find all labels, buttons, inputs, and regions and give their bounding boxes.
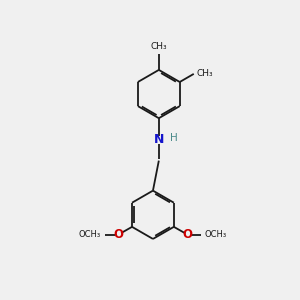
Text: H: H [170,133,178,143]
Text: CH₃: CH₃ [196,69,213,78]
Text: O: O [182,228,192,241]
Text: O: O [114,228,124,241]
Text: N: N [154,133,164,146]
Text: CH₃: CH₃ [151,42,167,51]
Text: OCH₃: OCH₃ [79,230,101,239]
Text: OCH₃: OCH₃ [205,230,227,239]
